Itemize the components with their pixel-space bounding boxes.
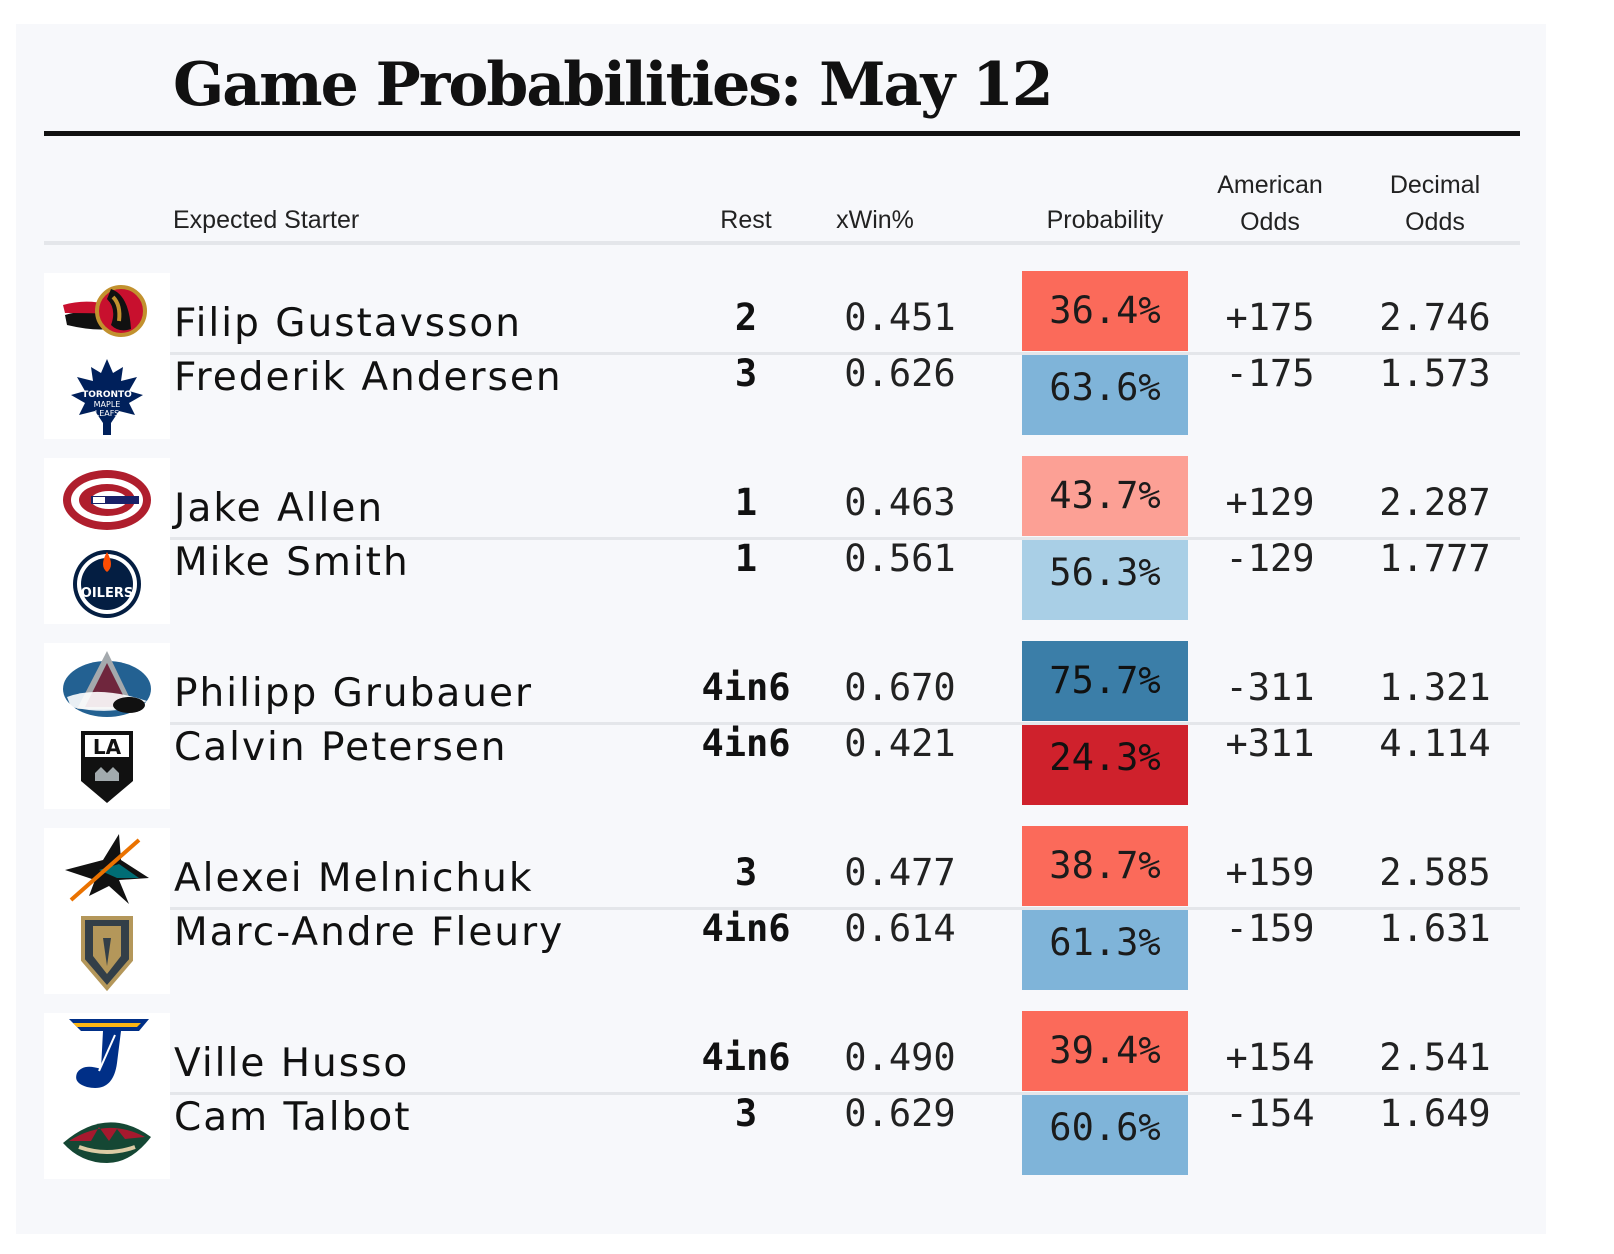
probability-cell: 75.7% [1022, 641, 1188, 721]
title-rule [44, 131, 1520, 136]
xwin-value: 0.421 [844, 722, 956, 765]
american-odds-value: +175 [1225, 296, 1315, 339]
decimal-odds-value: 2.585 [1379, 851, 1491, 894]
header-rest: Rest [720, 206, 772, 234]
xwin-value: 0.670 [844, 666, 956, 709]
header-rule [44, 241, 1520, 245]
los-angeles-kings-logo: LA [44, 725, 170, 809]
decimal-odds-value: 1.321 [1379, 666, 1491, 709]
probability-cell: 38.7% [1022, 826, 1188, 906]
montreal-canadiens-logo [44, 458, 170, 542]
decimal-odds-value: 2.746 [1379, 296, 1491, 339]
rest-value: 4in6 [701, 907, 791, 950]
rest-value: 3 [734, 352, 758, 395]
decimal-odds-value: 4.114 [1379, 722, 1491, 765]
probability-cell: 60.6% [1022, 1095, 1188, 1175]
starter-name: Alexei Melnichuk [174, 856, 534, 901]
chart-card [16, 24, 1546, 1234]
starter-name: Ville Husso [174, 1041, 410, 1086]
header-expected-starter: Expected Starter [173, 206, 360, 234]
svg-text:LA: LA [93, 735, 122, 759]
xwin-value: 0.626 [844, 352, 956, 395]
header-american-odds-line2: Odds [1240, 208, 1300, 236]
st-louis-blues-logo [44, 1013, 170, 1097]
decimal-odds-value: 2.541 [1379, 1036, 1491, 1079]
probability-cell: 43.7% [1022, 456, 1188, 536]
american-odds-value: +154 [1225, 1036, 1315, 1079]
american-odds-value: -129 [1225, 537, 1315, 580]
probability-cell: 39.4% [1022, 1011, 1188, 1091]
american-odds-value: +159 [1225, 851, 1315, 894]
rest-value: 1 [734, 481, 758, 524]
ottawa-senators-logo [44, 273, 170, 357]
vegas-golden-knights-logo [44, 910, 170, 994]
header-xwin: xWin% [836, 206, 914, 234]
probability-cell: 61.3% [1022, 910, 1188, 990]
xwin-value: 0.451 [844, 296, 956, 339]
rest-value: 4in6 [701, 666, 791, 709]
american-odds-value: -159 [1225, 907, 1315, 950]
row-divider [170, 907, 1520, 910]
xwin-value: 0.477 [844, 851, 956, 894]
decimal-odds-value: 1.631 [1379, 907, 1491, 950]
starter-name: Cam Talbot [174, 1095, 412, 1140]
header-probability: Probability [1046, 206, 1164, 234]
decimal-odds-value: 2.287 [1379, 481, 1491, 524]
starter-name: Mike Smith [174, 540, 410, 585]
decimal-odds-value: 1.649 [1379, 1092, 1491, 1135]
xwin-value: 0.490 [844, 1036, 956, 1079]
row-divider [170, 1092, 1520, 1095]
header-american-odds-line1: American [1217, 171, 1323, 199]
american-odds-value: -311 [1225, 666, 1315, 709]
starter-name: Calvin Petersen [174, 725, 508, 770]
probability-cell: 63.6% [1022, 355, 1188, 435]
xwin-value: 0.561 [844, 537, 956, 580]
san-jose-sharks-logo [44, 828, 170, 912]
rest-value: 3 [734, 851, 758, 894]
chart-title: Game Probabilities: May 12 [173, 50, 1054, 120]
rest-value: 2 [734, 296, 758, 339]
probability-cell: 36.4% [1022, 271, 1188, 351]
colorado-avalanche-logo [44, 643, 170, 727]
rest-value: 4in6 [701, 722, 791, 765]
svg-text:TORONTO: TORONTO [82, 390, 132, 400]
starter-name: Philipp Grubauer [174, 671, 534, 716]
toronto-maple-leafs-logo: TORONTO MAPLE LEAFS [44, 355, 170, 439]
svg-text:LEAFS: LEAFS [95, 409, 120, 418]
probability-cell: 56.3% [1022, 540, 1188, 620]
svg-text:MAPLE: MAPLE [94, 400, 121, 409]
starter-name: Marc-Andre Fleury [174, 910, 565, 955]
row-divider [170, 722, 1520, 725]
row-divider [170, 352, 1520, 355]
rest-value: 3 [734, 1092, 758, 1135]
rest-value: 1 [734, 537, 758, 580]
starter-name: Filip Gustavsson [174, 301, 522, 346]
xwin-value: 0.629 [844, 1092, 956, 1135]
xwin-value: 0.614 [844, 907, 956, 950]
starter-name: Jake Allen [174, 486, 385, 531]
xwin-value: 0.463 [844, 481, 956, 524]
decimal-odds-value: 1.573 [1379, 352, 1491, 395]
header-decimal-odds-line1: Decimal [1389, 171, 1481, 199]
starter-name: Frederik Andersen [174, 355, 563, 400]
row-divider [170, 537, 1520, 540]
header-decimal-odds-line2: Odds [1405, 208, 1465, 236]
american-odds-value: +129 [1225, 481, 1315, 524]
american-odds-value: +311 [1225, 722, 1315, 765]
minnesota-wild-logo [44, 1095, 170, 1179]
rest-value: 4in6 [701, 1036, 791, 1079]
decimal-odds-value: 1.777 [1379, 537, 1491, 580]
probability-cell: 24.3% [1022, 725, 1188, 805]
svg-text:OILERS: OILERS [81, 586, 133, 601]
american-odds-value: -175 [1225, 352, 1315, 395]
edmonton-oilers-logo: OILERS [44, 540, 170, 624]
american-odds-value: -154 [1225, 1092, 1315, 1135]
